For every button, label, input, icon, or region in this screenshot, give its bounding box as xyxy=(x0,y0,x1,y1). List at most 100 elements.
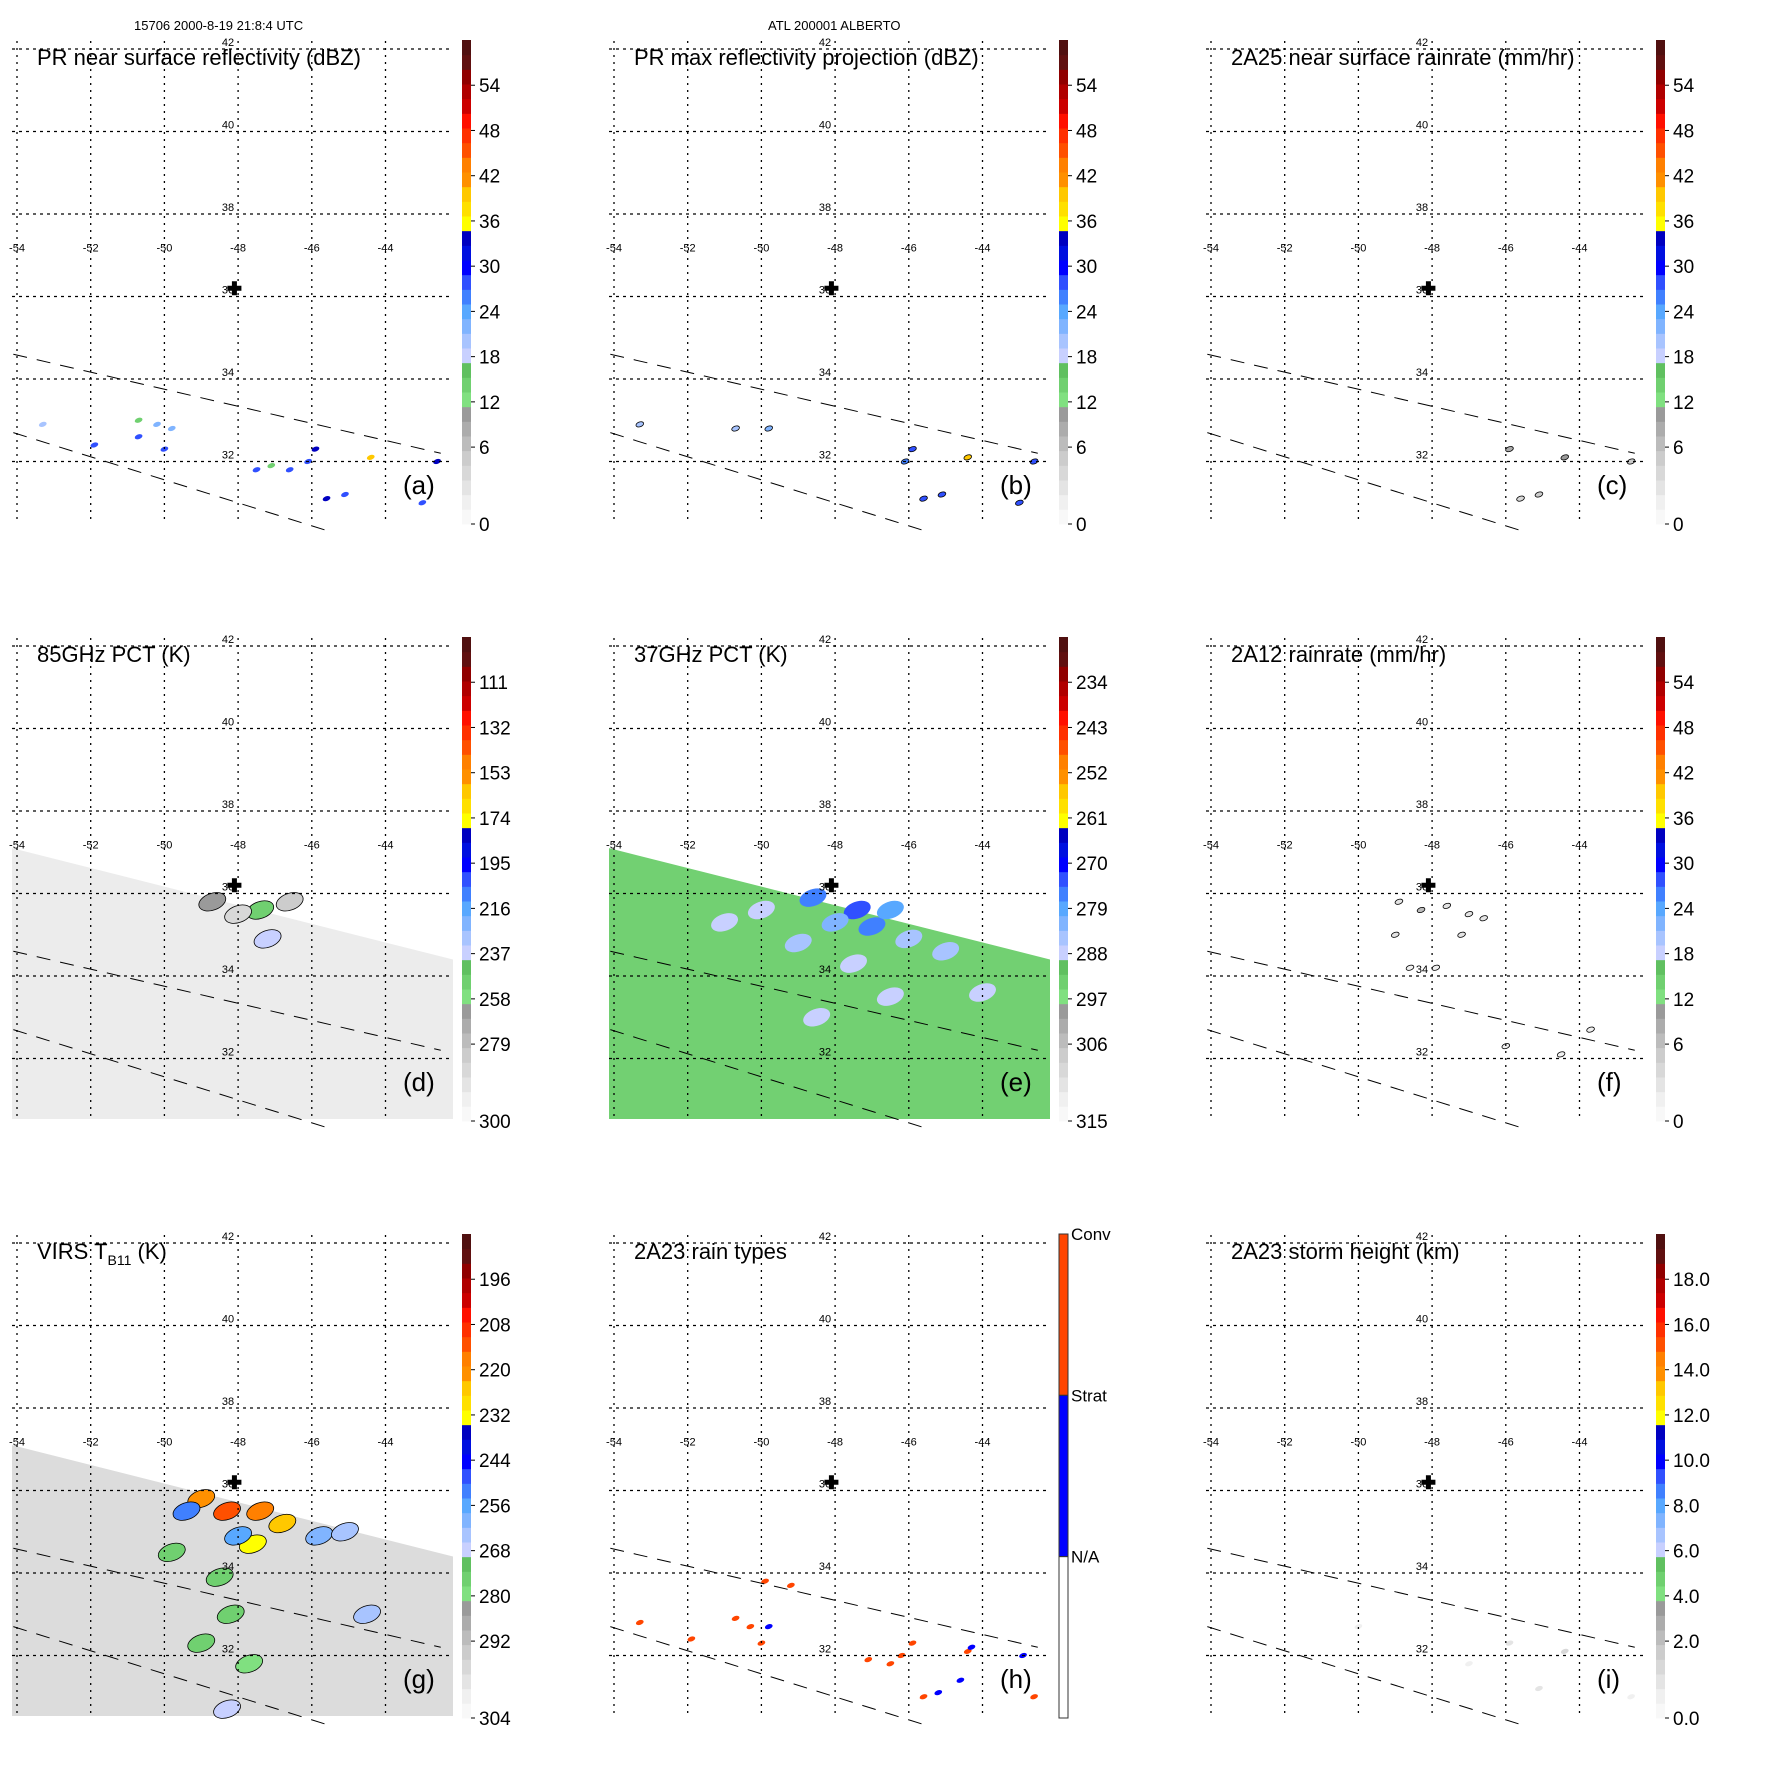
echo-mark xyxy=(285,467,294,473)
colorbar: 54 48 42 36 30 24 18 12 6 0 xyxy=(1656,637,1695,1133)
panel-d: -54-52-50-48-46-4442403836343285GHz PCT … xyxy=(9,634,511,1133)
panel-label: (d) xyxy=(403,1067,435,1097)
storm-center-icon xyxy=(227,878,242,893)
colorbar-swatch xyxy=(1656,142,1665,158)
colorbar-swatch xyxy=(1059,333,1068,349)
colorbar-swatch xyxy=(1656,798,1665,814)
colorbar-swatch xyxy=(462,186,471,202)
storm-center-icon xyxy=(824,1475,839,1490)
lat-tick-label: 40 xyxy=(819,1314,831,1326)
colorbar-swatch xyxy=(462,1571,471,1587)
colorbar-swatch xyxy=(1656,1556,1665,1572)
colorbar-tick-label: 14.0 xyxy=(1673,1361,1710,1382)
colorbar-swatch xyxy=(462,1498,471,1514)
colorbar-swatch xyxy=(462,406,471,422)
colorbar-segment xyxy=(1058,1233,1069,1396)
echo-mark xyxy=(711,913,739,932)
lat-tick-label: 38 xyxy=(222,799,234,811)
colorbar-swatch xyxy=(1656,1263,1665,1279)
colorbar-swatch xyxy=(1656,509,1665,525)
colorbar-tick-label: 24 xyxy=(479,302,501,323)
swath-edge-line xyxy=(1207,1547,1635,1648)
colorbar-segment xyxy=(1058,1394,1069,1558)
echo-mark xyxy=(731,1615,740,1622)
colorbar-swatch xyxy=(1059,113,1068,129)
colorbar-swatch xyxy=(1059,245,1068,261)
panel-title: 2A12 rainrate (mm/hr) xyxy=(1231,642,1446,667)
colorbar-tick-label: 0 xyxy=(1076,515,1087,536)
echo-mark xyxy=(1505,446,1514,453)
colorbar-tick-label: 24 xyxy=(1673,899,1695,920)
colorbar-swatch xyxy=(1656,1380,1665,1396)
colorbar: 111 132 153 174 195 216 237 258 279 300 xyxy=(462,637,511,1133)
colorbar-tick-label: 0.0 xyxy=(1673,1709,1699,1730)
echo-mark xyxy=(418,500,427,506)
echo-mark xyxy=(764,1623,773,1630)
lon-tick-label: -44 xyxy=(975,840,991,852)
lat-tick-label: 42 xyxy=(222,37,234,49)
colorbar-tick-label: 24 xyxy=(1673,302,1695,323)
echo-mark xyxy=(963,1648,972,1655)
colorbar-swatch xyxy=(462,989,471,1005)
colorbar-tick-label: 232 xyxy=(479,1406,511,1427)
echo-mark xyxy=(1560,1648,1569,1655)
echo-mark xyxy=(908,1640,917,1646)
colorbar-swatch xyxy=(1656,1498,1665,1514)
figure-time-title: 15706 2000-8-19 21:8:4 UTC xyxy=(134,18,304,33)
colorbar-swatch xyxy=(462,1483,471,1499)
colorbar-swatch xyxy=(462,1688,471,1704)
colorbar-swatch xyxy=(1656,201,1665,217)
colorbar-tick-label: 297 xyxy=(1076,990,1108,1011)
colorbar: 54 48 42 36 30 24 18 12 6 0 xyxy=(1059,40,1098,536)
echo-mark xyxy=(205,1567,234,1587)
colorbar-swatch xyxy=(1059,1091,1068,1107)
colorbar-swatch xyxy=(1059,216,1068,232)
colorbar-swatch xyxy=(1656,666,1665,682)
colorbar-tick-label: 24 xyxy=(1076,302,1098,323)
colorbar-swatch xyxy=(1656,1600,1665,1616)
panel-c: -54 -52 -50 -48 -46 -44 42 40 38 36 34 32 2A25 near … xyxy=(1203,37,1695,536)
colorbar-swatch xyxy=(1059,436,1068,452)
colorbar-swatch xyxy=(1656,1234,1665,1250)
lat-tick-label: 32 xyxy=(1416,450,1428,462)
colorbar-swatch xyxy=(1059,725,1068,741)
lon-tick-label: -50 xyxy=(753,840,769,852)
colorbar-swatch xyxy=(1656,1292,1665,1308)
colorbar-swatch xyxy=(1059,842,1068,858)
lon-tick-label: -46 xyxy=(304,1437,320,1449)
lat-tick-label: 38 xyxy=(222,202,234,214)
lat-tick-label: 40 xyxy=(222,1314,234,1326)
colorbar-tick-label: 237 xyxy=(479,945,511,966)
colorbar-swatch xyxy=(1656,84,1665,100)
colorbar-swatch xyxy=(1059,739,1068,755)
colorbar-swatch xyxy=(462,216,471,232)
swath-edge-line xyxy=(13,353,441,454)
colorbar-swatch xyxy=(1656,1703,1665,1719)
lat-tick-label: 32 xyxy=(1416,1047,1428,1059)
colorbar-swatch xyxy=(462,84,471,100)
colorbar-swatch xyxy=(462,392,471,408)
lon-tick-label: -44 xyxy=(378,840,394,852)
colorbar-tick-label: 12 xyxy=(1673,990,1694,1011)
storm-center-icon xyxy=(1421,878,1436,893)
storm-center-icon xyxy=(824,878,839,893)
colorbar-tick-label: 220 xyxy=(479,1361,511,1382)
colorbar-swatch xyxy=(1059,377,1068,393)
colorbar-segment xyxy=(1058,1556,1069,1719)
lat-tick-label: 32 xyxy=(819,1047,831,1059)
colorbar-swatch xyxy=(462,945,471,961)
echo-mark xyxy=(157,1542,186,1563)
echo-mark xyxy=(1465,1661,1473,1667)
lon-tick-label: -48 xyxy=(827,1437,843,1449)
colorbar-swatch xyxy=(1059,637,1068,653)
colorbar-swatch xyxy=(1656,1351,1665,1367)
colorbar-swatch xyxy=(462,974,471,990)
colorbar-swatch xyxy=(1059,289,1068,305)
lat-tick-label: 32 xyxy=(819,450,831,462)
colorbar-swatch xyxy=(1656,1483,1665,1499)
echo-mark xyxy=(353,1604,381,1624)
colorbar-swatch xyxy=(1059,989,1068,1005)
panel-title-subscript: B11 xyxy=(108,1252,132,1268)
lon-tick-label: -46 xyxy=(901,840,917,852)
panel-i: -54-52-50-48-46-444240383634322A23 storm… xyxy=(1203,1231,1710,1730)
